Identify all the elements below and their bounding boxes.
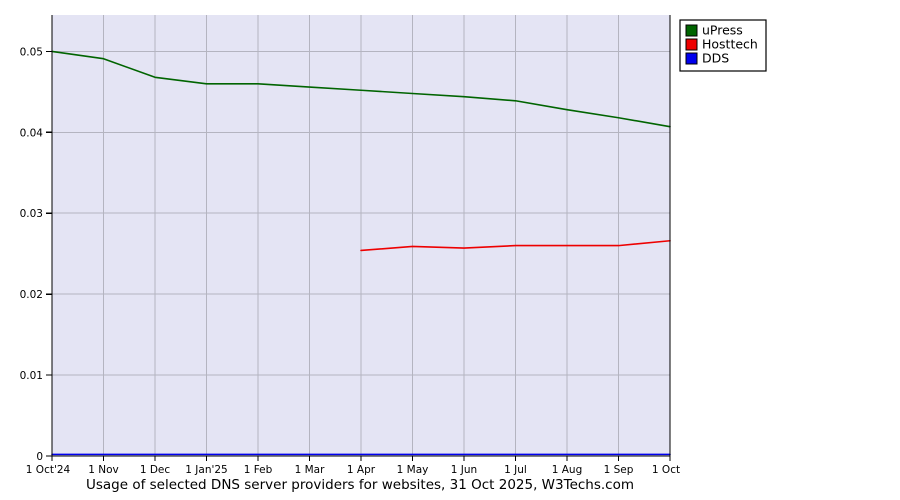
data-series-group — [51, 50, 671, 456]
x-tick-label: 1 Jun — [451, 464, 477, 476]
x-tick-label: 1 Dec — [140, 464, 171, 476]
x-tick-label: 1 Sep — [604, 464, 634, 476]
y-tick-label: 0 — [36, 451, 43, 463]
series-line-hosttech — [360, 239, 671, 252]
legend-swatch-blue — [685, 52, 698, 65]
y-tick-label: 0.03 — [20, 208, 43, 220]
legend-label-hosttech: Hosttech — [702, 37, 758, 52]
x-tick-label: 1 Mar — [295, 464, 326, 476]
x-tick-label: 1 May — [397, 464, 429, 476]
series-line-upress — [51, 50, 671, 128]
x-tick-label: 1 Oct — [652, 464, 680, 476]
y-tick-label: 0.04 — [20, 127, 44, 139]
x-gridlines — [103, 15, 619, 456]
x-tick-label: 1 Feb — [244, 464, 273, 476]
legend-swatch-red — [685, 38, 698, 51]
chart-caption: Usage of selected DNS server providers f… — [86, 477, 634, 493]
x-tick-label: 1 Jan'25 — [185, 464, 227, 476]
x-tick-label: 1 Nov — [88, 464, 119, 476]
x-tick-label: 1 Apr — [347, 464, 376, 476]
x-tick-label: 1 Aug — [552, 464, 583, 476]
y-tick-label: 0.01 — [20, 370, 43, 382]
legend-label-dds: DDS — [702, 51, 729, 66]
y-axis-ticks: 0 0.01 0.02 0.03 0.04 0.05 — [20, 46, 52, 463]
x-tick-label: 1 Oct'24 — [26, 464, 71, 476]
legend-label-upress: uPress — [702, 23, 743, 38]
x-tick-label: 1 Jul — [504, 464, 527, 476]
x-axis-ticks: 1 Oct'24 1 Nov 1 Dec 1 Jan'25 1 Feb 1 Mar 1 Ap… — [26, 456, 680, 476]
legend-swatch-green — [685, 24, 698, 37]
y-tick-label: 0.05 — [20, 46, 43, 58]
y-tick-label: 0.02 — [20, 289, 43, 301]
